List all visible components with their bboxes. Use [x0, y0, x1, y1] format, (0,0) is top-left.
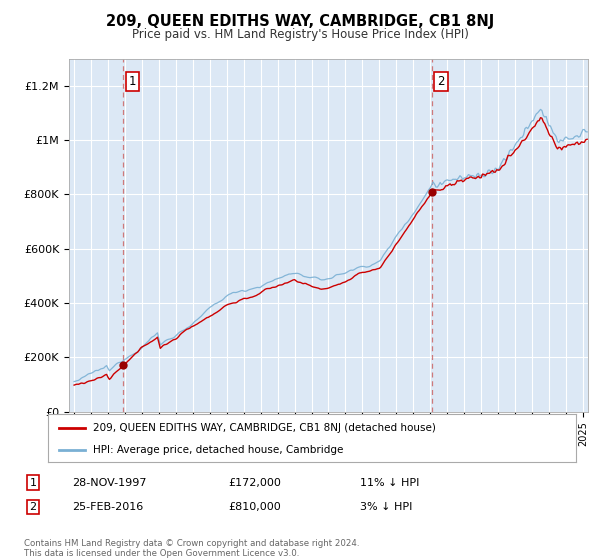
- Text: Price paid vs. HM Land Registry's House Price Index (HPI): Price paid vs. HM Land Registry's House …: [131, 28, 469, 41]
- Text: £810,000: £810,000: [228, 502, 281, 512]
- Text: £172,000: £172,000: [228, 478, 281, 488]
- Text: 1: 1: [128, 75, 136, 88]
- Text: 11% ↓ HPI: 11% ↓ HPI: [360, 478, 419, 488]
- Text: HPI: Average price, detached house, Cambridge: HPI: Average price, detached house, Camb…: [93, 445, 343, 455]
- Text: 209, QUEEN EDITHS WAY, CAMBRIDGE, CB1 8NJ: 209, QUEEN EDITHS WAY, CAMBRIDGE, CB1 8N…: [106, 14, 494, 29]
- Text: 2: 2: [437, 75, 445, 88]
- Text: 209, QUEEN EDITHS WAY, CAMBRIDGE, CB1 8NJ (detached house): 209, QUEEN EDITHS WAY, CAMBRIDGE, CB1 8N…: [93, 423, 436, 433]
- Text: 2: 2: [29, 502, 37, 512]
- Text: 25-FEB-2016: 25-FEB-2016: [72, 502, 143, 512]
- Text: Contains HM Land Registry data © Crown copyright and database right 2024.
This d: Contains HM Land Registry data © Crown c…: [24, 539, 359, 558]
- Text: 1: 1: [29, 478, 37, 488]
- Text: 28-NOV-1997: 28-NOV-1997: [72, 478, 146, 488]
- Text: 3% ↓ HPI: 3% ↓ HPI: [360, 502, 412, 512]
